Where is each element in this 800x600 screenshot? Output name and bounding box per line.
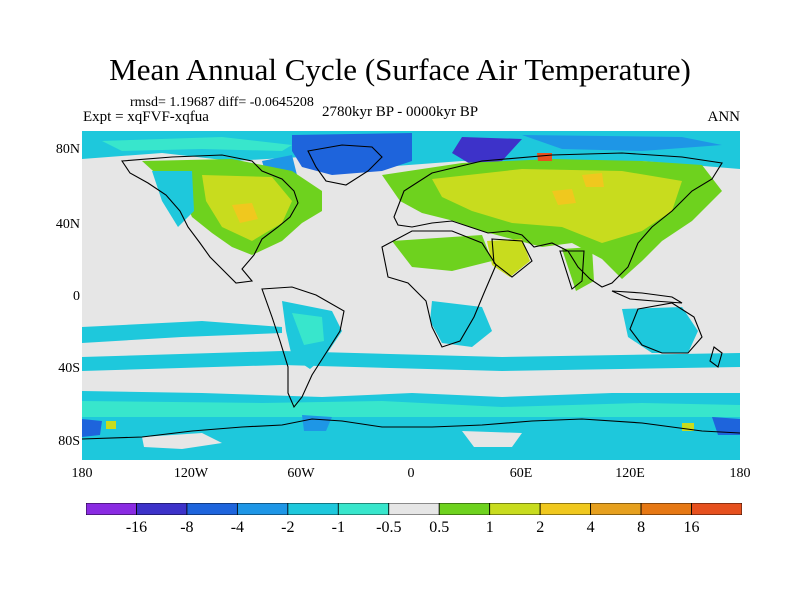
y-tick-label-40s: 40S	[58, 361, 80, 376]
colorbar-label: 1	[485, 519, 494, 536]
southern-ocean-band-1	[82, 321, 282, 343]
eurasia-yellow	[432, 169, 682, 243]
colorbar-label: -0.5	[376, 519, 402, 536]
coastline-south-america	[261, 286, 345, 409]
east-arctic-blue	[522, 135, 722, 151]
coastline-greenland	[307, 144, 383, 186]
antarctic-blue-west	[82, 419, 102, 437]
india-green	[562, 247, 594, 291]
colorbar-label: 0.5	[429, 519, 450, 536]
temperature-anomaly-map	[82, 131, 740, 460]
colorbar-label: 4	[586, 519, 595, 536]
southern-ocean-band-2	[82, 351, 740, 371]
colorbar-swatch	[691, 503, 742, 515]
colorbar-label: 8	[637, 519, 646, 536]
x-tick-label-120w: 120W	[173, 466, 209, 481]
coastline-north-america	[121, 154, 299, 284]
eurasia-orange-spots	[552, 173, 604, 205]
colorbar-label: -1	[331, 519, 345, 536]
colorbar-swatch	[86, 503, 137, 515]
period-label: 2780kyr BP - 0000kyr BP	[322, 104, 479, 120]
x-tick-label-0: 0	[407, 466, 415, 481]
colorbar-swatch	[287, 503, 339, 515]
coastline-indonesia	[611, 290, 683, 304]
antarctic-light-patches	[142, 431, 522, 449]
colorbar-label: -16	[125, 519, 148, 536]
colorbar-swatch	[539, 503, 592, 515]
colorbar-swatch	[438, 503, 491, 515]
australia-cyan	[622, 307, 698, 353]
colorbar-label: -8	[180, 519, 194, 536]
coastline-antarctica	[82, 418, 740, 440]
colorbar-label: -2	[281, 519, 295, 536]
antarctic-blue-east	[712, 417, 740, 435]
colorbar-label: 2	[536, 519, 545, 536]
colorbar-swatch	[186, 503, 238, 515]
experiment-label: Expt = xqFVF-xqfua	[83, 109, 209, 125]
arctic-deep-blue-anomaly	[452, 137, 522, 165]
anomaly-fill-layer	[82, 131, 740, 460]
colorbar-swatch	[640, 503, 692, 515]
africa-south-cyan	[430, 301, 492, 347]
colorbar-swatch	[388, 503, 440, 515]
y-tick-label-40n: 40N	[55, 217, 80, 232]
coastline-eurasia	[393, 152, 723, 288]
y-tick-label-0: 0	[73, 289, 80, 304]
arctic-light-band	[102, 137, 292, 151]
north-america-orange-spot	[232, 203, 258, 223]
x-tick-label-180w: 180	[71, 466, 93, 481]
north-america-west-cyan	[152, 171, 194, 227]
colorbar	[86, 503, 742, 515]
coastline-arabia-india	[491, 238, 585, 290]
rmsd-diff-stats: rmsd= 1.19687 diff= -0.0645208	[130, 95, 314, 110]
colorbar-swatch	[489, 503, 541, 515]
siberia-red-spot	[537, 153, 552, 161]
colorbar-label: -4	[230, 519, 245, 536]
x-tick-label-120e: 120E	[615, 466, 645, 481]
antarctic-band-bottom	[82, 417, 740, 460]
colorbar-swatch	[337, 503, 390, 515]
antarctic-band-light	[82, 401, 740, 417]
coastline-africa	[381, 230, 497, 348]
x-tick-label-60e: 60E	[509, 466, 533, 481]
greenland-blue-anomaly	[292, 133, 412, 175]
coastline-australia	[629, 302, 703, 354]
x-tick-label-60w: 60W	[287, 466, 315, 481]
coastline-new-zealand	[709, 346, 723, 368]
y-tick-label-80s: 80S	[58, 434, 80, 449]
x-tick-label-180e: 180	[729, 466, 751, 481]
plot-title: Mean Annual Cycle (Surface Air Temperatu…	[109, 52, 691, 87]
season-label: ANN	[707, 109, 741, 125]
coastlines	[82, 144, 740, 440]
south-america-light	[292, 313, 324, 345]
africa-sahara-green	[392, 235, 492, 271]
colorbar-swatch	[236, 503, 289, 515]
colorbar-swatch	[136, 503, 188, 515]
arabia-yellow	[487, 239, 530, 277]
colorbar-label: 16	[683, 519, 700, 536]
colorbar-swatch	[590, 503, 642, 515]
y-tick-label-80n: 80N	[55, 142, 80, 157]
